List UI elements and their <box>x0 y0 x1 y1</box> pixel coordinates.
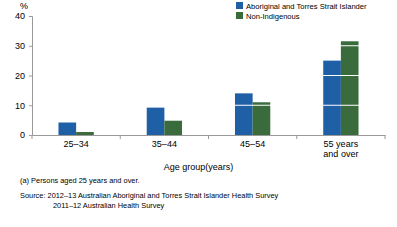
footnote: (a) Persons aged 25 years and over. <box>20 176 140 185</box>
y-tick-label: 10 <box>15 101 25 111</box>
x-tick-label: 45–54 <box>240 139 265 149</box>
chart: 0 10 20 30 40 25–34 35–44 45–54 55 yearsand over… <box>0 0 397 227</box>
x-separator <box>32 135 33 139</box>
y-tick-label: 40 <box>15 11 25 21</box>
y-tick: 0 <box>20 130 32 140</box>
legend-label: Non-Indigenous <box>246 12 300 21</box>
x-axis: 25–34 35–44 45–54 55 yearsand over <box>33 136 386 160</box>
y-axis-title: % <box>20 1 28 11</box>
legend-swatch <box>236 12 243 19</box>
bar <box>147 108 165 135</box>
x-separator <box>208 135 209 139</box>
y-tick: 10 <box>15 101 32 111</box>
source: 2011–12 Australian Health Survey <box>53 201 165 210</box>
bar <box>235 93 253 135</box>
source: Source: 2012–13 Australian Aboriginal an… <box>20 191 279 200</box>
grid-line <box>32 16 385 17</box>
legend-item: Aboriginal and Torres Strait Islander <box>236 2 367 11</box>
bar <box>164 121 182 135</box>
x-separator <box>120 135 121 139</box>
x-separator <box>385 135 386 139</box>
x-tick: 55 yearsand over <box>323 139 358 159</box>
y-axis: 0 10 20 30 40 <box>15 11 33 140</box>
y-tick-mark <box>29 105 32 106</box>
x-tick: 35–44 <box>152 139 177 149</box>
y-tick-label: 30 <box>15 41 25 51</box>
legend-swatch <box>236 2 243 9</box>
bar <box>253 102 271 135</box>
legend: Aboriginal and Torres Strait IslanderNon… <box>236 2 367 21</box>
y-tick-mark <box>29 76 32 77</box>
bar <box>76 132 94 135</box>
x-axis-title: Age group(years) <box>164 162 234 172</box>
plot-area <box>32 16 385 135</box>
y-tick-mark <box>29 16 32 17</box>
x-tick-label: 25–34 <box>64 139 89 149</box>
legend-label: Aboriginal and Torres Strait Islander <box>246 2 367 11</box>
bar <box>323 61 341 135</box>
bar <box>341 41 359 135</box>
y-axis-line <box>29 17 33 136</box>
x-tick-label: 35–44 <box>152 139 177 149</box>
x-tick-label: 55 yearsand over <box>323 139 358 159</box>
y-tick: 40 <box>15 11 32 21</box>
y-tick-mark <box>29 46 32 47</box>
x-separator <box>296 135 297 139</box>
y-tick-label: 20 <box>15 71 25 81</box>
x-tick: 25–34 <box>64 139 89 149</box>
y-tick: 20 <box>15 71 32 81</box>
y-tick-label: 0 <box>20 130 25 140</box>
grid-line <box>32 75 385 76</box>
legend-item: Non-Indigenous <box>236 12 300 21</box>
bar <box>58 123 76 135</box>
grid-line <box>32 105 385 106</box>
grid-line <box>32 45 385 46</box>
x-tick: 45–54 <box>240 139 265 149</box>
y-tick: 30 <box>15 41 32 51</box>
